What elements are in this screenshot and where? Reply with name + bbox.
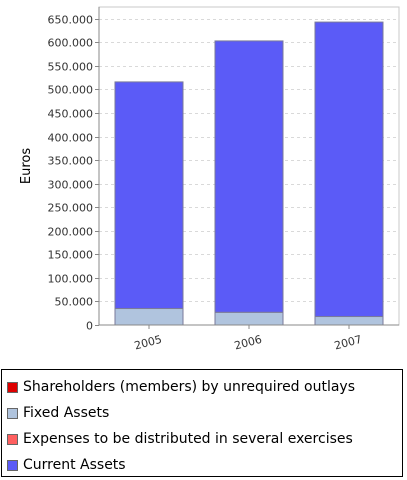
bars (114, 21, 384, 326)
bar-segment (214, 40, 284, 313)
x-tick-label: 2007 (333, 333, 363, 353)
bar-segment (314, 21, 384, 318)
bar-segment (214, 311, 284, 326)
legend-swatch-current-assets (7, 459, 18, 471)
x-axis-ticks: 2005 2006 2007 (133, 325, 363, 353)
x-tick-label: 2006 (233, 333, 263, 353)
legend-item-fixed-assets: Fixed Assets (7, 400, 402, 426)
bar-segment (114, 308, 184, 326)
legend-item-current-assets: Current Assets (7, 452, 402, 478)
legend-item-shareholders: Shareholders (members) by unrequired out… (7, 374, 402, 400)
legend-item-expenses: Expenses to be distributed in several ex… (7, 426, 402, 452)
legend-swatch-shareholders (7, 381, 18, 393)
bar-chart: 0 50.000 100.000 150.000 200.000 250.000 300.0… (19, 6, 400, 353)
legend: Shareholders (members) by unrequired out… (1, 369, 403, 477)
legend-label-fixed-assets: Fixed Assets (23, 405, 110, 421)
y-tick-label: 650.000 (48, 14, 94, 27)
y-axis-ticks: 0 50.000 100.000 150.000 200.000 250.000 300.0… (48, 14, 99, 333)
y-tick-label: 0 (86, 320, 93, 333)
y-tick-label: 600.000 (48, 37, 94, 50)
bar-segment (114, 81, 184, 310)
legend-swatch-expenses (7, 433, 18, 445)
y-tick-label: 100.000 (48, 273, 94, 286)
legend-label-current-assets: Current Assets (23, 457, 126, 473)
y-tick-label: 500.000 (48, 84, 94, 97)
legend-label-expenses: Expenses to be distributed in several ex… (23, 431, 353, 447)
bar-segment (314, 316, 384, 326)
legend-swatch-fixed-assets (7, 407, 18, 419)
y-axis-label: Euros (19, 148, 34, 184)
y-tick-label: 150.000 (48, 249, 94, 262)
y-tick-label: 50.000 (55, 296, 94, 309)
y-tick-label: 400.000 (48, 132, 94, 145)
y-tick-label: 550.000 (48, 61, 94, 74)
y-tick-label: 300.000 (48, 179, 94, 192)
y-tick-label: 250.000 (48, 202, 94, 215)
y-tick-label: 350.000 (48, 155, 94, 168)
legend-label-shareholders: Shareholders (members) by unrequired out… (23, 379, 355, 395)
x-tick-label: 2005 (133, 333, 163, 353)
y-tick-label: 200.000 (48, 226, 94, 239)
y-tick-label: 450.000 (48, 108, 94, 121)
